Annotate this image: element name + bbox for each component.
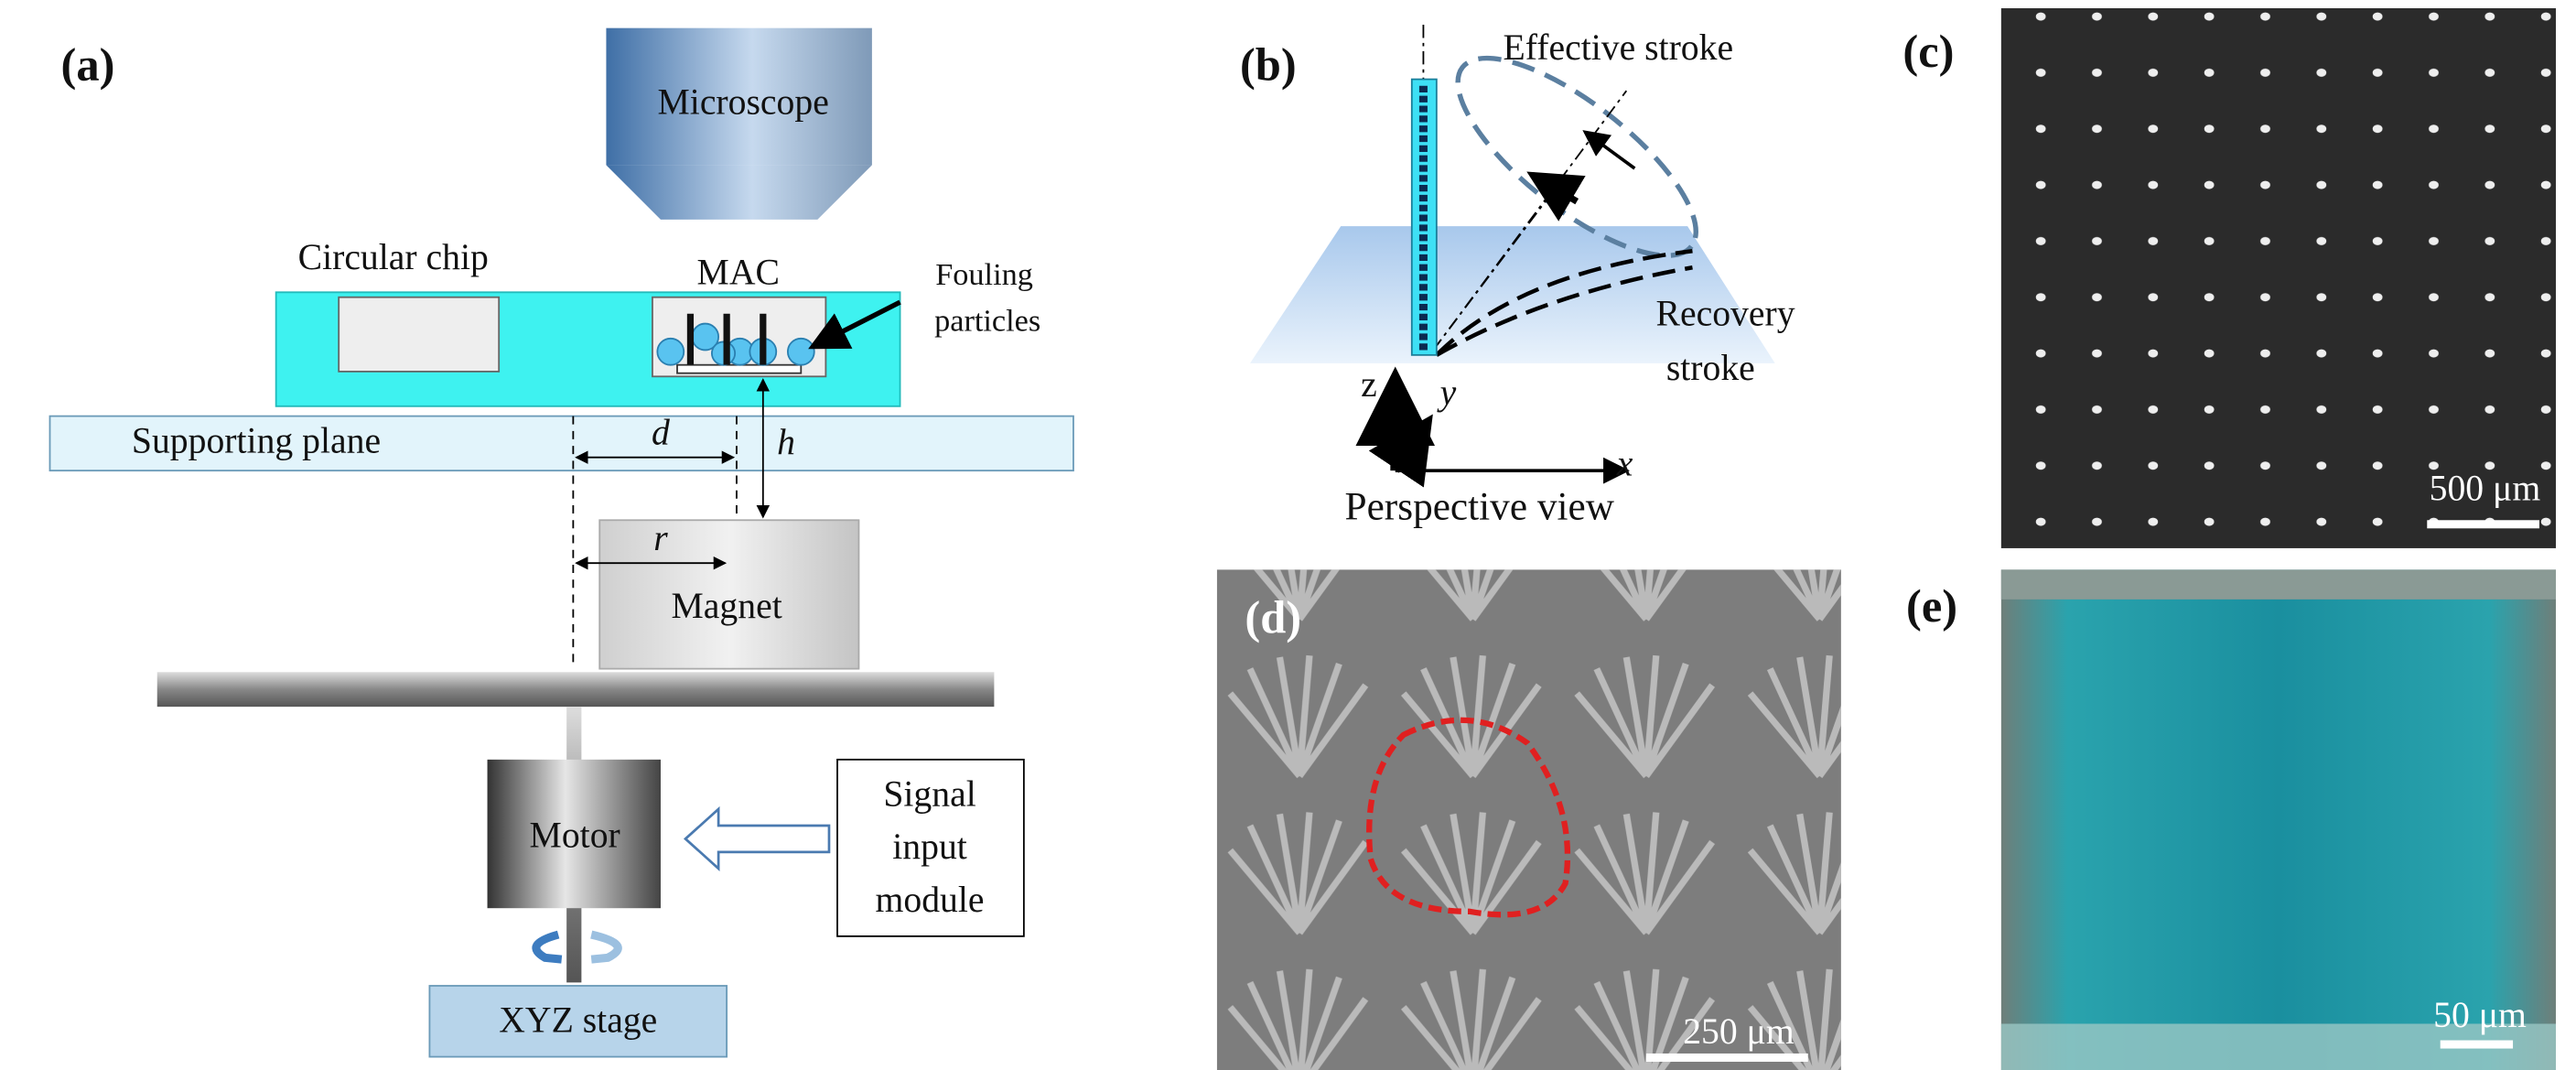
axis-label: x	[1616, 444, 1633, 484]
label: Motor	[530, 816, 620, 856]
scale-label: 500 μm	[2430, 469, 2541, 509]
scale-bar	[2440, 1040, 2514, 1049]
arrow	[1582, 130, 1636, 170]
label: module	[876, 880, 985, 920]
arrow	[808, 299, 901, 350]
panel-label: (a)	[61, 38, 115, 90]
signal-box	[836, 758, 1025, 937]
axis-label: z	[1361, 364, 1377, 405]
label: r	[653, 518, 668, 558]
rotation	[590, 930, 622, 964]
label: Effective stroke	[1504, 27, 1734, 68]
particles	[656, 322, 815, 366]
supporting-plane	[49, 415, 1074, 472]
axis-label: y	[1437, 373, 1457, 413]
label: h	[777, 422, 795, 462]
label: stroke	[1666, 348, 1755, 388]
scale-bar	[2427, 520, 2539, 529]
axes	[1355, 366, 1630, 488]
label: Fouling	[935, 257, 1033, 292]
label: Signal	[883, 773, 975, 814]
highlight	[1366, 717, 1571, 918]
scale-bar	[1645, 1053, 1808, 1062]
label: input	[892, 827, 967, 867]
rotation	[532, 930, 563, 964]
arrow	[1526, 171, 1586, 222]
microscope-lens	[606, 165, 872, 220]
pillars	[686, 313, 767, 365]
panel-label: (e)	[1906, 580, 1957, 632]
bar	[156, 672, 995, 708]
hollow-arrow	[684, 805, 831, 871]
panel-label: (d)	[1245, 592, 1301, 643]
scale-label: 50 μm	[2433, 995, 2527, 1035]
label: Perspective view	[1345, 484, 1615, 528]
sem-image-dots	[2000, 8, 2556, 548]
xyz-stage	[428, 985, 728, 1058]
chip-cavity	[338, 296, 501, 373]
label: Microscope	[658, 82, 829, 123]
optical-image	[2000, 569, 2556, 1070]
label: MAC	[697, 252, 780, 292]
magnet	[598, 519, 860, 670]
optical-image-top	[2000, 569, 2556, 600]
panel-label: (b)	[1240, 38, 1297, 90]
label: Recovery	[1656, 293, 1795, 333]
sem-image-texture	[1216, 569, 1841, 1070]
label: Supporting plane	[132, 420, 381, 460]
label: d	[652, 412, 670, 452]
label: Magnet	[672, 586, 782, 626]
recovery-path	[1435, 248, 1693, 357]
base	[676, 363, 803, 374]
label: XYZ stage	[499, 1000, 657, 1041]
motor	[487, 759, 661, 909]
label: Circular chip	[298, 237, 489, 277]
guide-lines	[572, 416, 738, 669]
label: particles	[934, 303, 1040, 338]
panel-label: (c)	[1902, 26, 1954, 77]
scale-label: 250 μm	[1683, 1011, 1795, 1052]
microscope	[606, 27, 872, 166]
